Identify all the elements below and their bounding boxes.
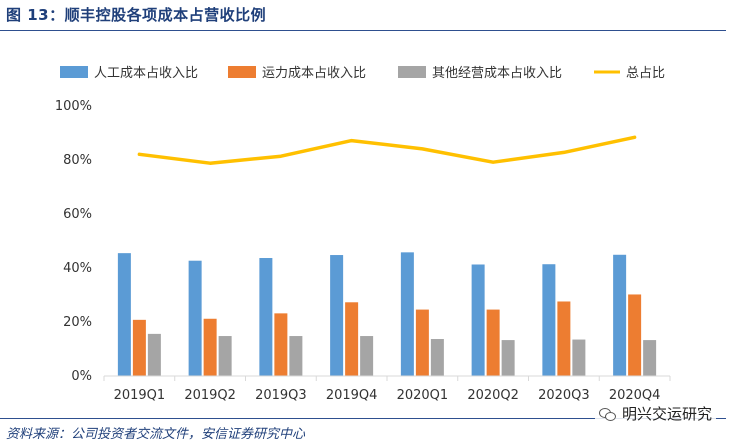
legend-swatch-1 xyxy=(228,66,256,78)
chart: 人工成本占收入比 运力成本占收入比 其他经营成本占收入比 总占比 0% 20% 40% 60… xyxy=(55,66,671,402)
bar-2-1 xyxy=(218,336,232,376)
y-tick-label-4: 80% xyxy=(63,153,92,168)
bar-0-6 xyxy=(542,264,556,376)
bar-1-2 xyxy=(274,313,288,376)
watermark: 明兴交运研究 xyxy=(594,402,716,425)
bar-2-4 xyxy=(430,339,444,376)
bar-2-0 xyxy=(147,333,161,376)
x-tick-label-1: 2019Q2 xyxy=(184,388,236,402)
bar-1-6 xyxy=(557,301,571,376)
source-note: 资料来源：公司投资者交流文件，安信证券研究中心 xyxy=(6,427,306,442)
wechat-icon xyxy=(598,407,617,421)
y-tick-label-5: 100% xyxy=(55,99,92,114)
legend-label-3: 总占比 xyxy=(626,66,665,81)
bar-1-0 xyxy=(132,319,146,376)
bar-0-0 xyxy=(117,253,131,376)
total-line xyxy=(137,135,637,165)
figure-title: 图 13：顺丰控股各项成本占营收比例 xyxy=(6,6,267,24)
x-axis: 2019Q1 2019Q2 2019Q3 2019Q4 2020Q1 2020Q2 2020… xyxy=(103,375,671,402)
bar-1-7 xyxy=(628,294,642,376)
bar-1-1 xyxy=(203,318,217,376)
watermark-text: 明兴交运研究 xyxy=(621,405,712,423)
legend-label-1: 运力成本占收入比 xyxy=(262,66,366,81)
x-tick-label-0: 2019Q1 xyxy=(114,388,166,402)
series-line-0 xyxy=(137,135,637,165)
x-tick-label-7: 2020Q4 xyxy=(609,388,661,402)
bar-2-7 xyxy=(643,340,657,376)
y-tick-label-1: 20% xyxy=(63,315,92,330)
x-tick-label-5: 2020Q2 xyxy=(467,388,519,402)
bar-0-7 xyxy=(613,254,627,376)
y-tick-label-2: 40% xyxy=(63,261,92,276)
bar-0-4 xyxy=(400,252,414,376)
bar-2-2 xyxy=(289,336,303,376)
legend: 人工成本占收入比 运力成本占收入比 其他经营成本占收入比 总占比 xyxy=(60,66,665,81)
bar-2-5 xyxy=(501,340,515,376)
x-tick-label-2: 2019Q3 xyxy=(255,388,307,402)
bars xyxy=(117,252,657,376)
legend-label-2: 其他经营成本占收入比 xyxy=(432,66,562,81)
legend-swatch-0 xyxy=(60,66,88,78)
title-divider xyxy=(0,30,726,31)
bar-0-5 xyxy=(471,264,485,376)
bar-2-6 xyxy=(572,339,586,376)
legend-label-0: 人工成本占收入比 xyxy=(94,66,198,81)
x-tick-label-4: 2020Q1 xyxy=(397,388,449,402)
bar-0-3 xyxy=(330,255,344,376)
y-tick-label-0: 0% xyxy=(71,369,92,384)
y-axis: 0% 20% 40% 60% 80% 100% xyxy=(55,99,92,384)
source-divider xyxy=(0,418,726,419)
legend-swatch-2 xyxy=(398,66,426,78)
bar-1-5 xyxy=(486,309,500,376)
y-tick-label-3: 60% xyxy=(63,207,92,222)
bar-2-3 xyxy=(360,336,374,376)
x-tick-label-3: 2019Q4 xyxy=(326,388,378,402)
bar-0-1 xyxy=(188,260,202,376)
bar-1-4 xyxy=(415,309,429,376)
bar-0-2 xyxy=(259,258,273,376)
x-tick-label-6: 2020Q3 xyxy=(538,388,590,402)
bar-1-3 xyxy=(345,302,359,376)
